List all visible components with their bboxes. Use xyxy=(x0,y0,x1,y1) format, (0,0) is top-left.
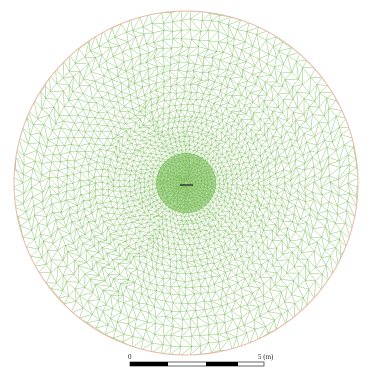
scale-end-label: 5 (m) xyxy=(258,353,274,361)
mesh-dense-core xyxy=(156,153,216,213)
scale-start-label: 0 xyxy=(128,353,132,361)
mesh-triangles xyxy=(14,11,358,355)
scale-bar-segment xyxy=(206,362,238,366)
scale-bar-segment xyxy=(168,362,206,366)
scale-bar-outline xyxy=(129,361,265,367)
scale-bar-segment xyxy=(238,362,264,366)
scale-bar-segment xyxy=(130,362,168,366)
mesh-boundary-circle xyxy=(13,10,359,356)
scale-bar xyxy=(129,361,265,367)
